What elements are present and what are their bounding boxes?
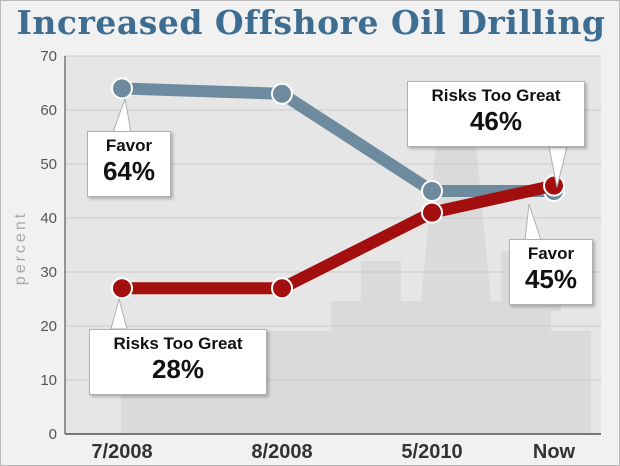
data-point bbox=[111, 77, 133, 100]
x-tick-label: 5/2010 bbox=[401, 441, 462, 463]
callout-value: 28% bbox=[151, 354, 205, 384]
data-point bbox=[421, 201, 443, 224]
callout-favor-now: Favor 45% bbox=[509, 239, 593, 305]
y-tick-label: 0 bbox=[49, 426, 57, 443]
callout-risks-start: Risks Too Great 28% bbox=[89, 329, 267, 395]
y-axis-label: percent bbox=[12, 211, 29, 285]
callout-pointer bbox=[548, 146, 568, 188]
x-tick-label: Now bbox=[533, 441, 576, 463]
x-tick-label: 7/2008 bbox=[91, 441, 152, 463]
y-tick-label: 60 bbox=[40, 102, 57, 119]
y-tick-label: 40 bbox=[40, 210, 57, 227]
series-line-1 bbox=[116, 179, 560, 295]
y-axis-ticks: 0 10 20 30 40 50 60 70 bbox=[40, 48, 57, 443]
callout-favor-start: Favor 64% bbox=[87, 131, 171, 197]
data-point bbox=[421, 180, 443, 202]
y-tick-label: 50 bbox=[40, 156, 57, 173]
data-point bbox=[543, 174, 565, 197]
series-group bbox=[111, 77, 565, 300]
callout-label: Risks Too Great bbox=[431, 86, 561, 105]
y-tick-label: 70 bbox=[40, 48, 57, 65]
callout-label: Favor bbox=[105, 136, 153, 155]
data-point bbox=[111, 277, 133, 300]
callout-value: 64% bbox=[102, 156, 156, 186]
y-tick-label: 10 bbox=[40, 372, 57, 389]
y-tick-label: 20 bbox=[40, 318, 57, 335]
x-axis-ticks: 7/2008 8/2008 5/2010 Now bbox=[91, 441, 575, 463]
callout-pointers bbox=[110, 97, 568, 330]
callout-label: Risks Too Great bbox=[113, 334, 243, 353]
data-point bbox=[271, 277, 293, 300]
y-tick-label: 30 bbox=[40, 264, 57, 281]
x-tick-label: 8/2008 bbox=[251, 441, 312, 463]
data-point bbox=[271, 82, 293, 105]
callout-label: Favor bbox=[527, 244, 575, 263]
chart-title: Increased Offshore Oil Drilling bbox=[16, 3, 606, 42]
callout-risks-now: Risks Too Great 46% bbox=[407, 81, 585, 147]
callout-value: 45% bbox=[524, 264, 578, 294]
callout-value: 46% bbox=[469, 106, 523, 136]
series-line-0 bbox=[116, 82, 560, 197]
